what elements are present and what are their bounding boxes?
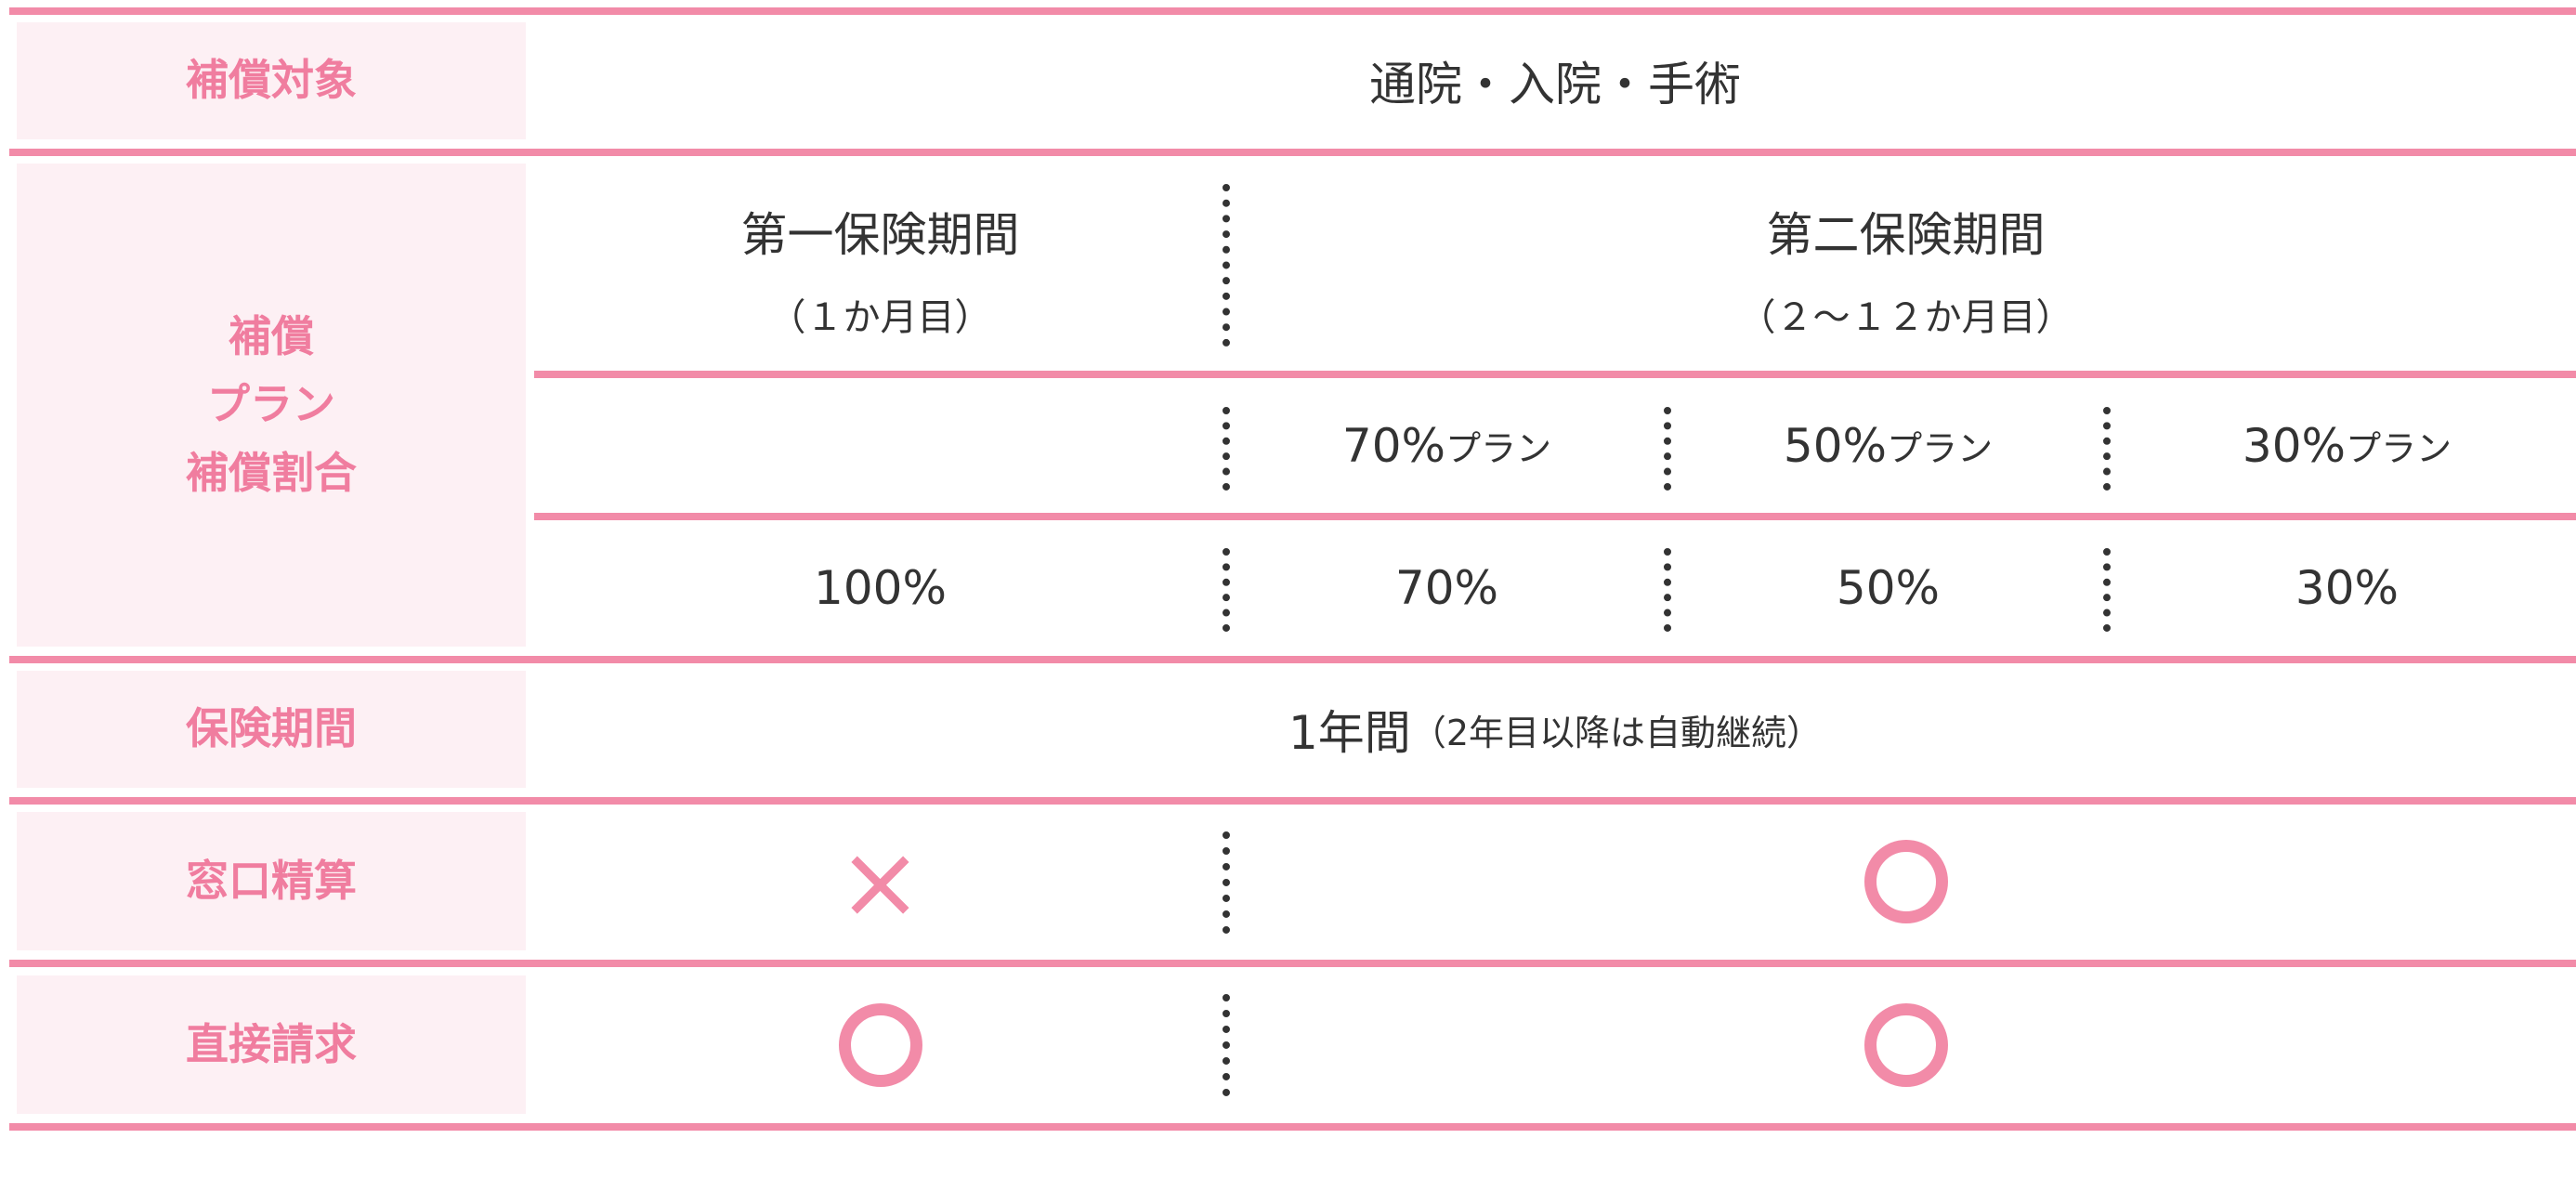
dotted-separator [2103, 407, 2111, 491]
divider [9, 960, 2576, 967]
divider [9, 149, 2576, 156]
period1-header: 第一保険期間 （１か月目） [534, 177, 1226, 362]
label-line: プラン [207, 379, 335, 430]
row-label-coverage: 補償対象 [17, 22, 526, 139]
dotted-separator [1223, 831, 1230, 934]
dotted-separator [1664, 548, 1671, 632]
label-line: 補償 [229, 310, 314, 361]
row-label-counter: 窓口精算 [17, 812, 526, 950]
dotted-separator [1223, 548, 1230, 632]
dotted-separator [2103, 548, 2111, 632]
direct-period2 [1236, 975, 2576, 1114]
dotted-separator [1223, 407, 1230, 491]
circle-icon [1863, 839, 1948, 923]
plan-num: 30% [2242, 418, 2347, 473]
counter-period1: × [534, 812, 1226, 950]
period-note: （2年目以降は自動継続） [1410, 712, 1822, 753]
rate-50: 50% [1836, 560, 1941, 615]
dotted-separator [1223, 994, 1230, 1096]
cross-icon: × [837, 821, 923, 941]
row-label-plan: 補償 プラン 補償割合 [17, 164, 526, 647]
divider [9, 1123, 2576, 1131]
label-line: 補償割合 [186, 447, 357, 498]
divider [9, 656, 2576, 663]
plan-70: 70% プラン [1236, 383, 1658, 508]
dotted-separator [1223, 184, 1230, 347]
period2-header: 第二保険期間 （２～１２か月目） [1236, 177, 2576, 362]
divider [534, 371, 2576, 378]
direct-period1 [534, 975, 1226, 1114]
plan-suffix: プラン [2346, 428, 2452, 469]
rate-period1: 100% [814, 560, 947, 615]
period2-title: 第二保険期間 [1766, 208, 2046, 262]
plan-50: 50% プラン [1677, 383, 2099, 508]
divider [534, 513, 2576, 520]
plan-num: 50% [1783, 418, 1888, 473]
plan-suffix: プラン [1887, 428, 1994, 469]
period1-sub: （１か月目） [768, 296, 992, 339]
coverage-value: 通院・入院・手術 [1369, 58, 1741, 111]
divider [9, 797, 2576, 805]
counter-period2 [1236, 812, 2576, 950]
plan-suffix: プラン [1445, 428, 1552, 469]
plan-30: 30% プラン [2118, 383, 2576, 508]
period-value: 1年間 （2年目以降は自動継続） [534, 671, 2576, 788]
divider [9, 7, 2576, 15]
period1-title: 第一保険期間 [740, 208, 1020, 262]
period-main: 1年間 [1288, 706, 1411, 760]
row-label-period: 保険期間 [17, 671, 526, 788]
period2-sub: （２～１２か月目） [1738, 296, 2073, 339]
rate-30: 30% [2295, 560, 2399, 615]
circle-icon [1863, 1002, 1948, 1087]
dotted-separator [1664, 407, 1671, 491]
row-label-direct: 直接請求 [17, 975, 526, 1114]
plan-num: 70% [1341, 418, 1446, 473]
circle-icon [838, 1002, 922, 1087]
rate-70: 70% [1394, 560, 1499, 615]
